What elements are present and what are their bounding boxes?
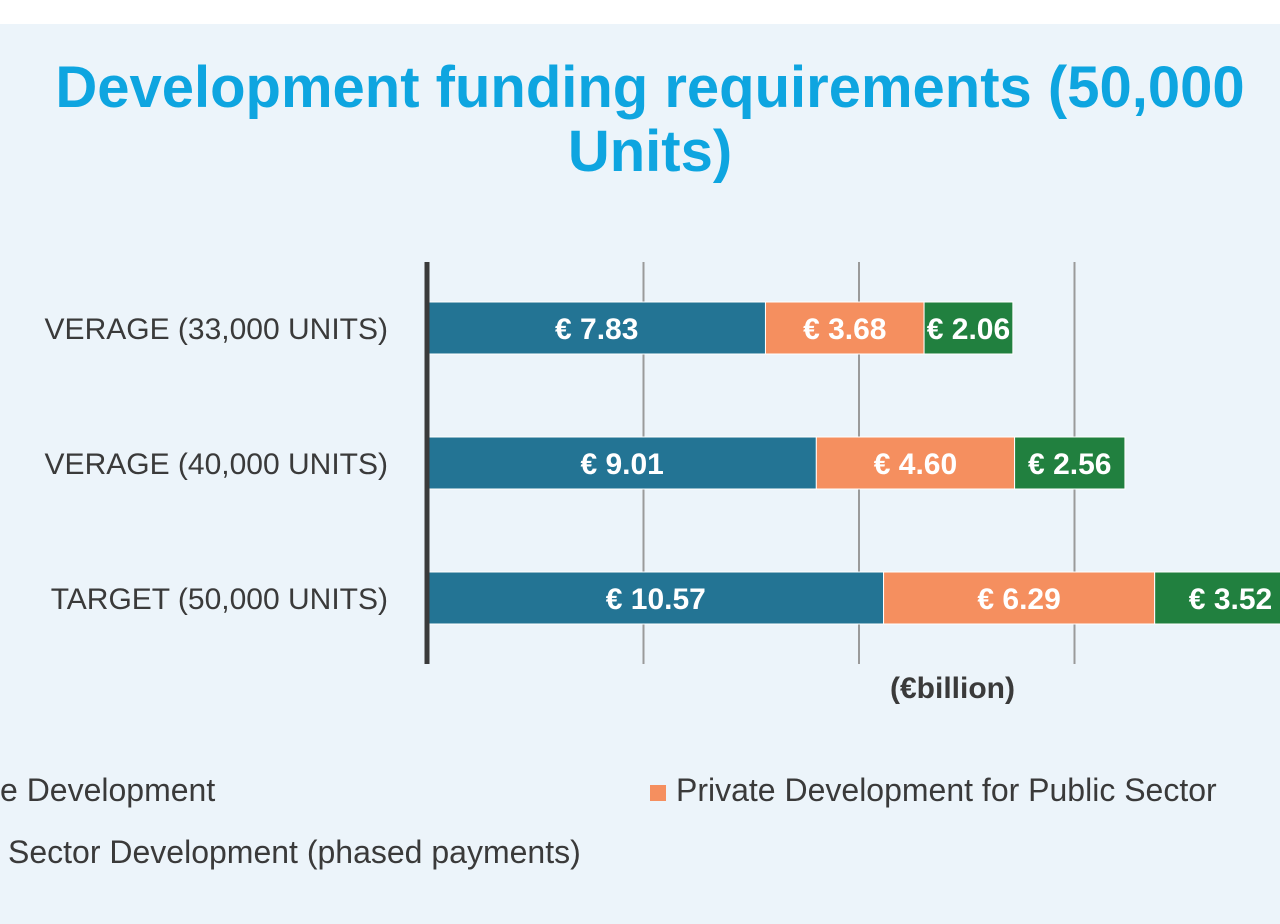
- data-label-1-2: € 2.56: [1028, 448, 1111, 481]
- legend-label: Private Development for Public Sector: [676, 772, 1217, 808]
- bar-2-series-1: [883, 571, 1156, 625]
- legend-swatch: [650, 784, 666, 801]
- bar-2-series-2: [1154, 571, 1280, 625]
- legend-entry-private-public: Private Development for Public Sector: [650, 772, 1217, 809]
- data-label-1-0: € 9.01: [580, 448, 663, 481]
- data-label-2-1: € 6.29: [977, 583, 1060, 616]
- data-label-2-0: € 10.57: [606, 583, 706, 616]
- bar-1-series-0: [427, 436, 817, 490]
- chart-title: Development funding requirements (50,000…: [55, 55, 1245, 184]
- bar-0-series-2: [923, 301, 1014, 355]
- category-label-0: VERAGE (33,000 UNITS): [45, 313, 388, 346]
- data-label-0-2: € 2.06: [927, 313, 1010, 346]
- bar-2-series-0: [427, 571, 885, 625]
- legend-entry-private-sector: Sector Development (phased payments): [8, 834, 581, 871]
- x-axis-label: (€billion): [890, 672, 1015, 705]
- data-label-2-2: € 3.52: [1189, 583, 1272, 616]
- bar-1-series-1: [815, 436, 1016, 490]
- bar-1-series-2: [1014, 436, 1126, 490]
- data-label-0-1: € 3.68: [803, 313, 886, 346]
- data-label-1-1: € 4.60: [874, 448, 957, 481]
- data-label-0-0: € 7.83: [555, 313, 638, 346]
- legend-entry-public: e Development: [0, 772, 215, 809]
- bar-0-series-0: [427, 301, 766, 355]
- legend-label: e Development: [0, 772, 216, 808]
- category-label-2: TARGET (50,000 UNITS): [51, 583, 388, 616]
- category-label-1: VERAGE (40,000 UNITS): [45, 448, 388, 481]
- legend-label: Sector Development (phased payments): [8, 834, 581, 870]
